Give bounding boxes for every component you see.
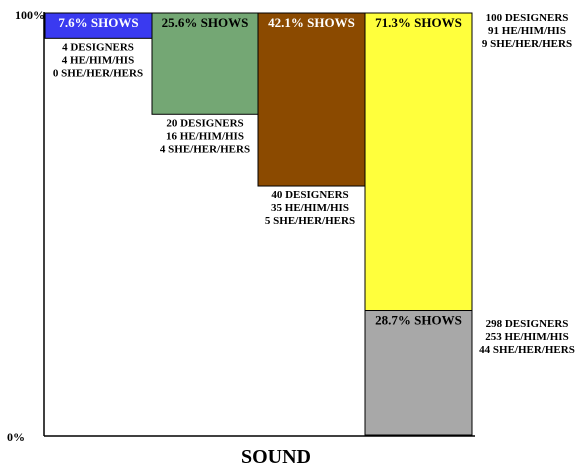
bar-label-b1: 25.6% SHOWS — [162, 15, 249, 30]
annotation-b2-line-2: 5 SHE/HER/HERS — [265, 215, 355, 227]
annotation-b3-line-1: 91 HE/HIM/HIS — [488, 25, 566, 37]
bar-b0 — [44, 12, 153, 39]
bar-b3 — [364, 12, 473, 312]
bar-label-b3: 71.3% SHOWS — [375, 15, 462, 30]
annotation-b3-line-2: 9 SHE/HER/HERS — [482, 38, 572, 50]
x-axis-title: SOUND — [241, 446, 311, 468]
y-tick-label-top: 100% — [15, 8, 45, 22]
annotation-b1-line-0: 20 DESIGNERS — [166, 117, 243, 129]
annotation-b0-line-2: 0 SHE/HER/HERS — [53, 67, 143, 79]
bar-b2 — [257, 12, 366, 187]
annotation-b4-line-1: 253 HE/HIM/HIS — [485, 331, 568, 343]
annotation-b1-line-1: 16 HE/HIM/HIS — [166, 130, 244, 142]
annotation-b2-line-1: 35 HE/HIM/HIS — [271, 202, 349, 214]
annotation-b0-line-1: 4 HE/HIM/HIS — [62, 54, 134, 66]
annotation-b1-line-2: 4 SHE/HER/HERS — [160, 143, 250, 155]
annotation-b2-line-0: 40 DESIGNERS — [271, 189, 348, 201]
bar-label-b2: 42.1% SHOWS — [268, 15, 355, 30]
annotation-b3-line-0: 100 DESIGNERS — [486, 12, 569, 24]
annotation-b0-line-0: 4 DESIGNERS — [62, 41, 134, 53]
y-tick-label-bottom: 0% — [7, 430, 25, 444]
annotation-b4-line-0: 298 DESIGNERS — [486, 318, 569, 330]
bars-layer — [44, 12, 473, 436]
bar-b4 — [364, 310, 473, 436]
annotation-b4-line-2: 44 SHE/HER/HERS — [479, 344, 575, 356]
bar-label-b0: 7.6% SHOWS — [58, 15, 138, 30]
bar-label-b4: 28.7% SHOWS — [375, 313, 462, 328]
bar-b1 — [151, 12, 259, 115]
